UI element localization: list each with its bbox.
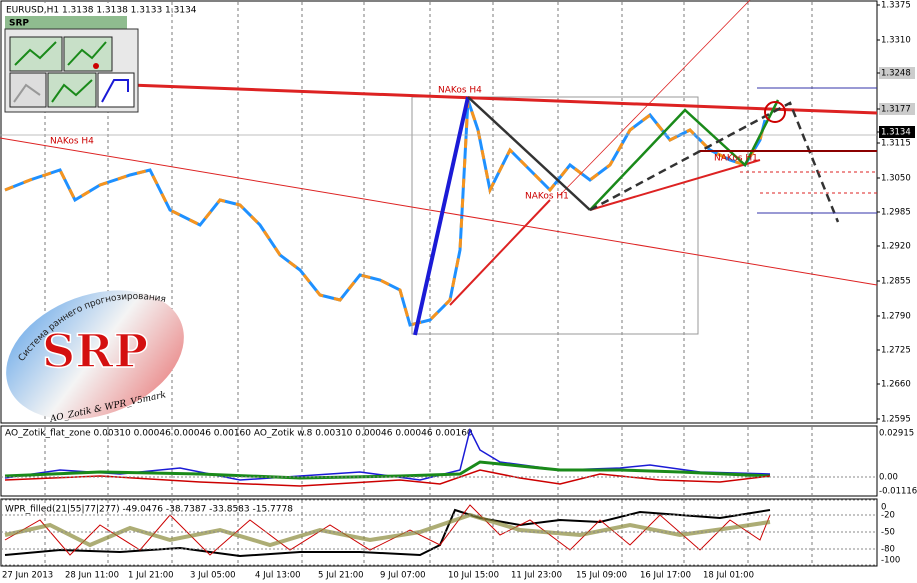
ao-line — [4, 427, 771, 481]
wpr-band — [4, 512, 771, 548]
time-label: 18 Jul 01:00 — [703, 571, 754, 581]
price-label: 1.2790 — [881, 312, 911, 322]
target-circle — [764, 101, 786, 123]
price-label: 1.3248 — [881, 69, 911, 79]
annotation: NAKos H1 — [525, 192, 569, 202]
time-label: 27 Jun 2013 — [2, 571, 53, 581]
wpr-axis-label: 0 — [881, 503, 886, 513]
tool-button[interactable] — [47, 72, 97, 108]
forecast-line — [589, 101, 840, 223]
logo-badge — [6, 290, 184, 420]
ao-label: AO_Zotik_flat_zone 0.00310 0.00046 0.000… — [5, 429, 473, 439]
price-label: 1.3310 — [881, 36, 911, 46]
time-label: 9 Jul 07:00 — [380, 571, 426, 581]
trend-line — [0, 137, 878, 286]
tool-button[interactable] — [9, 72, 47, 108]
icon — [14, 41, 57, 66]
ao-axis-label: 0.00 — [879, 473, 898, 483]
annotation: NAKos H4 — [438, 86, 482, 96]
price-label: 1.2595 — [881, 415, 911, 425]
time-label: 10 Jul 15:00 — [448, 571, 499, 581]
time-label: 4 Jul 13:00 — [255, 571, 301, 581]
panel-title-bar — [5, 16, 127, 29]
wave-line — [467, 96, 591, 211]
icon — [93, 63, 99, 69]
selection-box — [411, 96, 699, 335]
channel-line — [559, 0, 751, 196]
wpr-line — [4, 504, 771, 556]
tool-buttons[interactable] — [9, 36, 135, 108]
ao-axis-label: -0.01116 — [879, 487, 917, 497]
annotation: NAKos H4 — [50, 137, 94, 147]
time-label: 5 Jul 21:00 — [318, 571, 364, 581]
wpr-axis-label: -80 — [881, 545, 895, 555]
trend-line — [129, 83, 878, 115]
price-tag — [879, 103, 915, 115]
wave-line — [589, 99, 780, 211]
panel-title: SRP — [9, 19, 29, 29]
icon — [51, 79, 93, 103]
price-label: 1.3177 — [881, 105, 911, 115]
price-label: 1.2920 — [881, 242, 911, 252]
annotation: NAKos H1 — [714, 154, 758, 164]
price-label: 1.3050 — [881, 174, 911, 184]
icon — [101, 79, 129, 103]
symbol-box — [4, 3, 128, 16]
wave-line — [413, 96, 470, 336]
wpr-label: WPR_filled(21|55|77|277) -49.0476 -38.73… — [5, 505, 293, 515]
icon — [67, 41, 107, 66]
price-tag — [879, 67, 915, 79]
price-line-down — [4, 99, 767, 327]
ao-axis-label: 0.02915 — [879, 429, 914, 439]
time-label: 28 Jun 11:00 — [65, 571, 119, 581]
wpr-axis-label: -20 — [881, 511, 895, 521]
time-label: 15 Jul 09:00 — [576, 571, 627, 581]
ao-line — [4, 460, 771, 480]
price-label: 1.3115 — [881, 139, 911, 149]
time-label: 11 Jul 23:00 — [511, 571, 562, 581]
time-label: 1 Jul 21:00 — [128, 571, 174, 581]
wpr-axis-label: -50 — [881, 528, 895, 538]
wpr-axis-label: -100 — [881, 556, 900, 566]
wave-line — [449, 199, 551, 306]
symbol-header: EURUSD,H1 1.3138 1.3138 1.3133 1.3134 — [6, 6, 197, 16]
logo-title: SRP — [42, 324, 148, 378]
time-label: 16 Jul 17:00 — [640, 571, 691, 581]
time-label: 3 Jul 05:00 — [190, 571, 236, 581]
price-label: 1.2725 — [881, 346, 911, 356]
price-label: 1.3375 — [881, 1, 911, 11]
price-label: 1.3134 — [881, 128, 911, 138]
price-label: 1.2855 — [881, 277, 911, 287]
wave-line — [589, 159, 761, 211]
price-label: 1.2985 — [881, 208, 911, 218]
price-label: 1.2660 — [881, 380, 911, 390]
icon — [13, 83, 41, 103]
ao-line — [4, 469, 771, 487]
price-tag — [879, 126, 915, 138]
